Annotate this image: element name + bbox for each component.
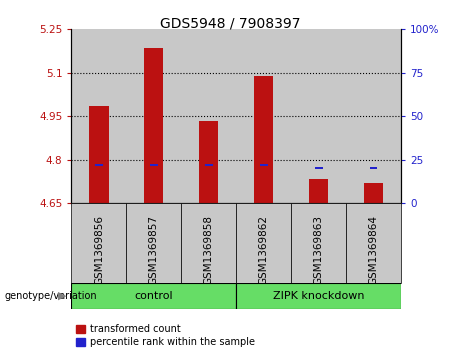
Text: ZIPK knockdown: ZIPK knockdown bbox=[273, 291, 364, 301]
Legend: transformed count, percentile rank within the sample: transformed count, percentile rank withi… bbox=[77, 324, 255, 347]
Text: ▶: ▶ bbox=[59, 291, 67, 301]
Bar bbox=[205, 164, 213, 166]
Bar bbox=[364, 183, 383, 203]
Bar bbox=[71, 203, 126, 283]
Text: GSM1369862: GSM1369862 bbox=[259, 215, 269, 285]
Bar bbox=[309, 179, 328, 203]
Bar bbox=[260, 164, 267, 166]
Bar bbox=[236, 29, 291, 203]
Bar bbox=[291, 203, 346, 283]
Bar bbox=[181, 203, 236, 283]
Bar bbox=[346, 29, 401, 203]
Bar bbox=[150, 164, 158, 166]
Bar bbox=[126, 203, 181, 283]
Bar bbox=[315, 167, 323, 169]
Bar bbox=[126, 29, 181, 203]
Bar bbox=[346, 203, 401, 283]
Bar bbox=[254, 76, 273, 203]
Bar bbox=[71, 29, 126, 203]
Bar bbox=[95, 164, 103, 166]
Bar bbox=[236, 283, 401, 309]
Text: GSM1369864: GSM1369864 bbox=[369, 215, 378, 285]
Bar bbox=[89, 106, 108, 203]
Bar bbox=[71, 283, 236, 309]
Bar bbox=[199, 121, 219, 203]
Bar bbox=[291, 29, 346, 203]
Bar bbox=[181, 29, 236, 203]
Bar bbox=[144, 48, 164, 203]
Text: GSM1369858: GSM1369858 bbox=[204, 215, 214, 285]
Text: GDS5948 / 7908397: GDS5948 / 7908397 bbox=[160, 16, 301, 30]
Text: GSM1369856: GSM1369856 bbox=[94, 215, 104, 285]
Text: control: control bbox=[135, 291, 173, 301]
Bar bbox=[370, 167, 378, 169]
Text: GSM1369857: GSM1369857 bbox=[149, 215, 159, 285]
Text: genotype/variation: genotype/variation bbox=[5, 291, 97, 301]
Text: GSM1369863: GSM1369863 bbox=[313, 215, 324, 285]
Bar bbox=[236, 203, 291, 283]
